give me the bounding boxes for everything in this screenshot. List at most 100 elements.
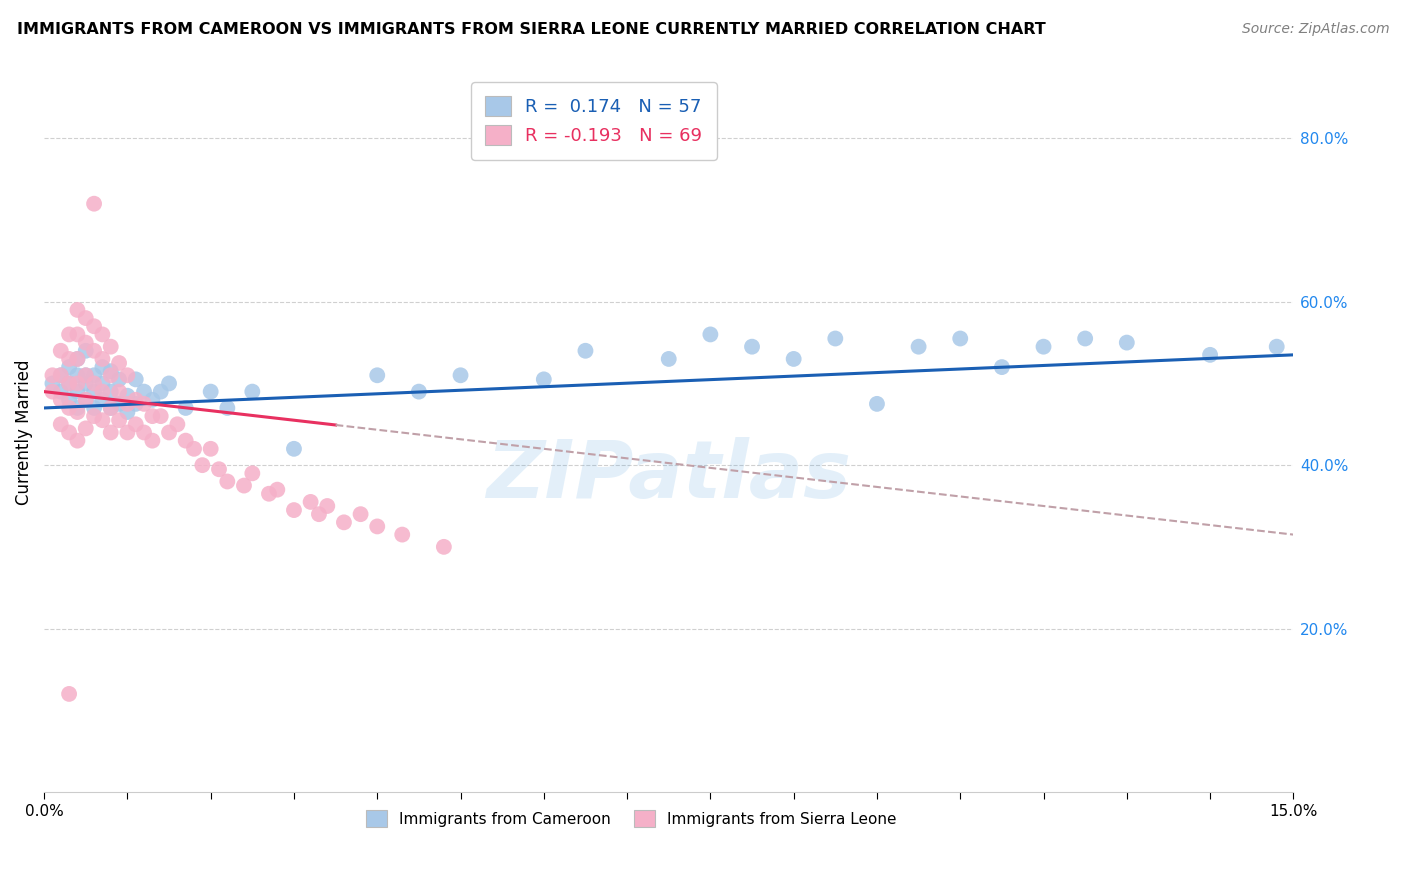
Point [58, 351, 80, 366]
Point [66, 376, 89, 391]
Point [217, 475, 239, 489]
Text: ZIPatlas: ZIPatlas [486, 436, 851, 515]
Point [91, 351, 114, 366]
Text: Source: ZipAtlas.com: Source: ZipAtlas.com [1241, 22, 1389, 37]
Point [117, 425, 139, 440]
Point [533, 372, 555, 386]
Point [66, 351, 89, 366]
Point [91, 413, 114, 427]
Point [100, 368, 122, 383]
Point [41, 384, 63, 399]
Point [100, 364, 122, 378]
Point [91, 360, 114, 375]
Point [200, 442, 222, 456]
Point [240, 384, 263, 399]
Point [132, 425, 155, 440]
Point [117, 405, 139, 419]
Point [349, 507, 371, 521]
Point [200, 384, 222, 399]
Point [83, 409, 105, 424]
Point [100, 340, 122, 354]
Point [66, 327, 89, 342]
Point [157, 425, 180, 440]
Point [183, 442, 205, 456]
Point [141, 392, 163, 407]
Point [174, 434, 197, 448]
Point [83, 319, 105, 334]
Y-axis label: Currently Married: Currently Married [15, 359, 32, 505]
Point [1199, 348, 1222, 362]
Point [316, 499, 339, 513]
Text: IMMIGRANTS FROM CAMEROON VS IMMIGRANTS FROM SIERRA LEONE CURRENTLY MARRIED CORRE: IMMIGRANTS FROM CAMEROON VS IMMIGRANTS F… [17, 22, 1046, 37]
Point [266, 483, 288, 497]
Point [132, 397, 155, 411]
Point [108, 372, 131, 386]
Point [125, 372, 148, 386]
Point [83, 368, 105, 383]
Point [283, 442, 305, 456]
Point [66, 405, 89, 419]
Point [157, 376, 180, 391]
Point [1032, 340, 1054, 354]
Point [91, 384, 114, 399]
Point [66, 368, 89, 383]
Point [58, 425, 80, 440]
Point [49, 368, 72, 383]
Point [58, 376, 80, 391]
Point [75, 392, 97, 407]
Point [366, 519, 388, 533]
Point [208, 462, 231, 476]
Point [658, 351, 681, 366]
Point [1115, 335, 1137, 350]
Point [108, 413, 131, 427]
Point [217, 401, 239, 415]
Point [75, 343, 97, 358]
Point [49, 343, 72, 358]
Point [782, 351, 804, 366]
Point [574, 343, 596, 358]
Point [366, 368, 388, 383]
Point [299, 495, 322, 509]
Point [58, 376, 80, 391]
Point [66, 351, 89, 366]
Point [174, 401, 197, 415]
Point [125, 417, 148, 432]
Point [75, 335, 97, 350]
Point [75, 368, 97, 383]
Point [117, 397, 139, 411]
Point [391, 527, 413, 541]
Point [166, 417, 188, 432]
Point [100, 401, 122, 415]
Point [83, 401, 105, 415]
Point [75, 376, 97, 391]
Point [58, 327, 80, 342]
Point [91, 392, 114, 407]
Point [240, 467, 263, 481]
Point [699, 327, 721, 342]
Point [117, 389, 139, 403]
Point [41, 368, 63, 383]
Point [907, 340, 929, 354]
Point [125, 397, 148, 411]
Point [58, 687, 80, 701]
Point [83, 343, 105, 358]
Legend: Immigrants from Cameroon, Immigrants from Sierra Leone: Immigrants from Cameroon, Immigrants fro… [359, 803, 904, 835]
Point [257, 487, 280, 501]
Point [283, 503, 305, 517]
Point [450, 368, 472, 383]
Point [49, 384, 72, 399]
Point [58, 392, 80, 407]
Point [58, 360, 80, 375]
Point [141, 409, 163, 424]
Point [132, 384, 155, 399]
Point [108, 397, 131, 411]
Point [100, 384, 122, 399]
Point [100, 425, 122, 440]
Point [233, 478, 256, 492]
Point [83, 196, 105, 211]
Point [66, 302, 89, 317]
Point [108, 356, 131, 370]
Point [149, 409, 172, 424]
Point [117, 368, 139, 383]
Point [149, 384, 172, 399]
